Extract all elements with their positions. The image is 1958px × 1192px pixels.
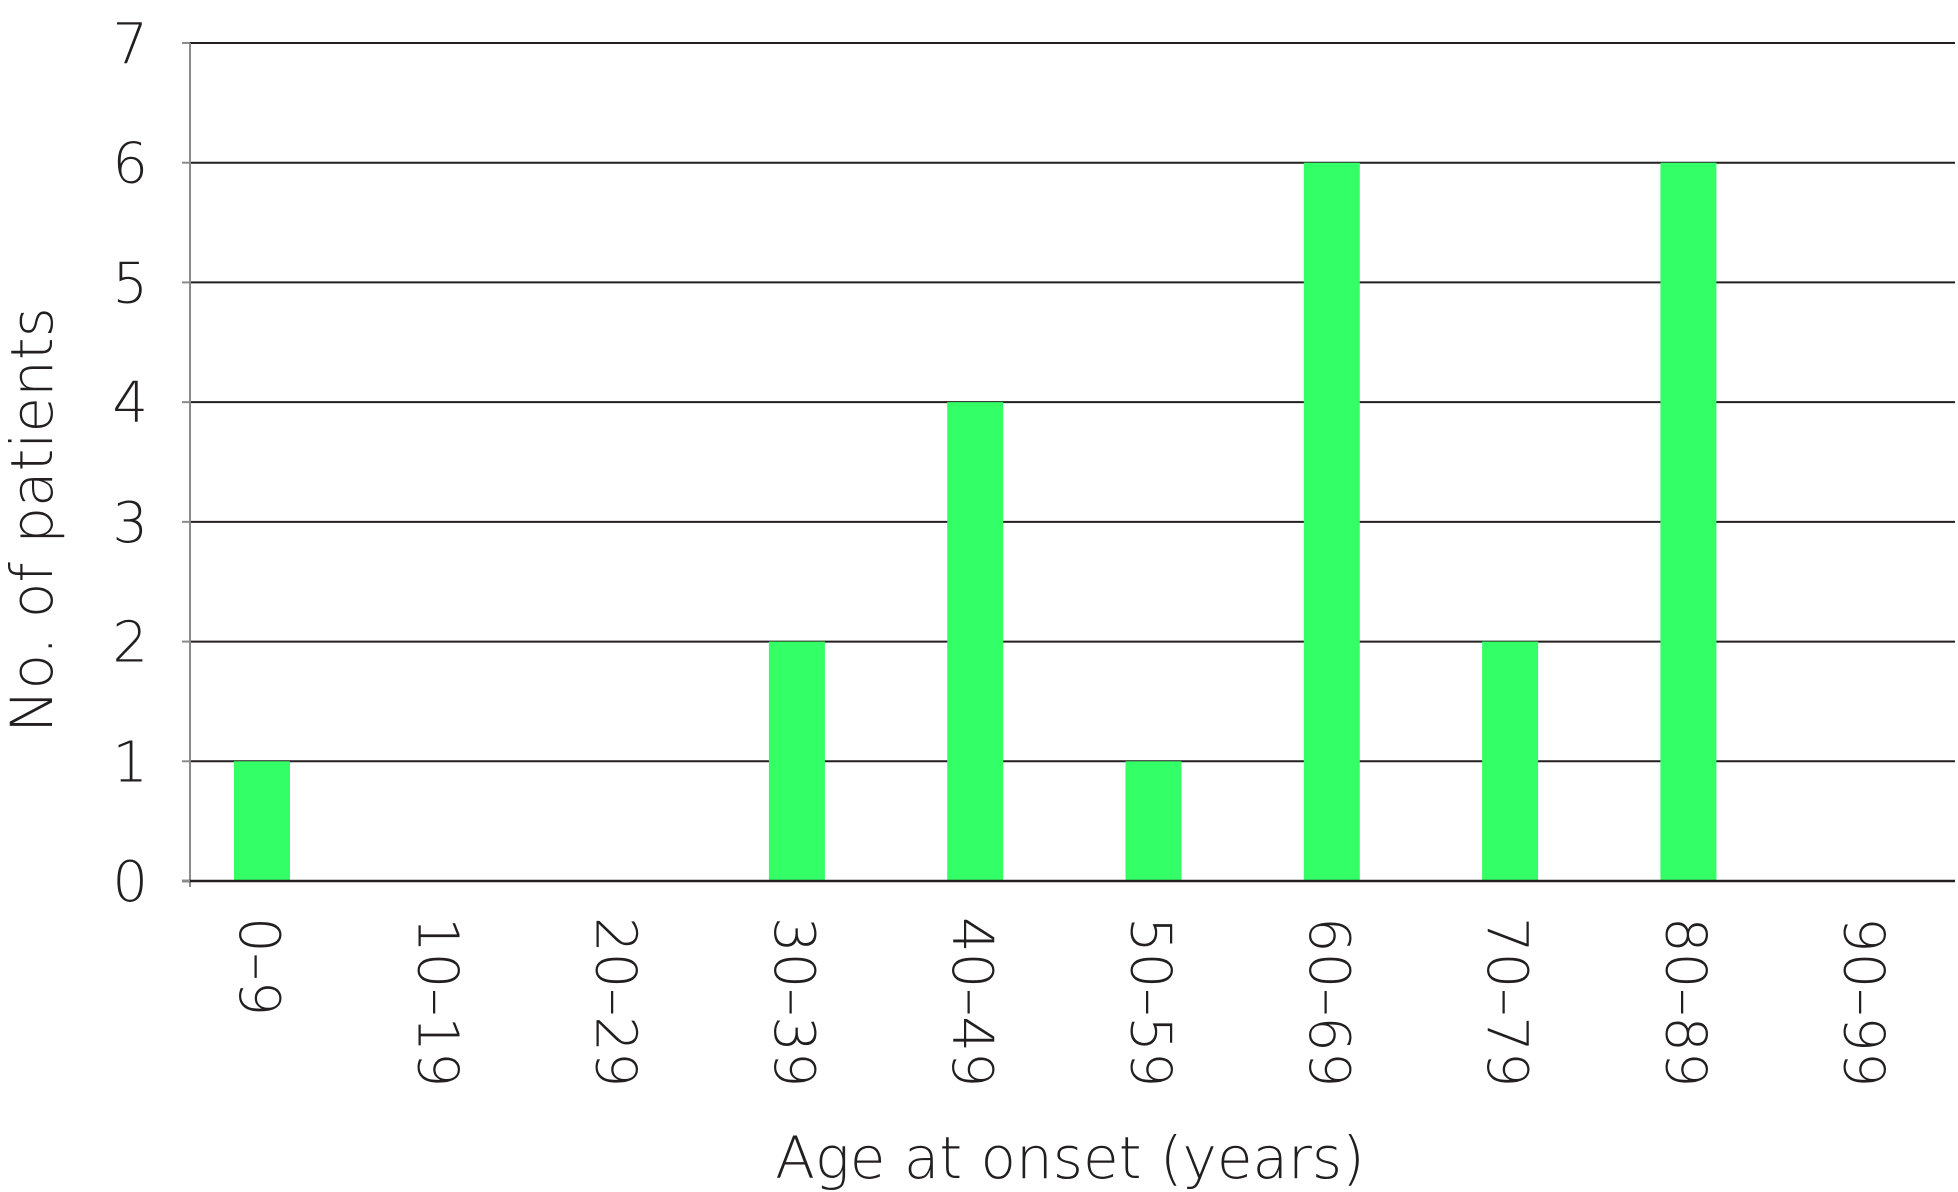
x-tick-label-30–39: 30–39 [761, 917, 826, 1088]
x-tick-label-50–59: 50–59 [1118, 917, 1183, 1088]
y-axis-title: No. of patients [0, 307, 66, 733]
x-tick-label-40–49: 40–49 [939, 917, 1004, 1088]
bar-0–9 [234, 761, 290, 881]
x-tick-label-90–99: 90–99 [1831, 917, 1896, 1088]
axes [182, 43, 1955, 887]
x-tick-labels: 0–9 10–19 20–29 30–39 40–49 50–59 60–69 70–79 80… [226, 917, 1896, 1088]
y-tick-label-1: 1 [112, 730, 148, 795]
y-tick-label-4: 4 [112, 371, 148, 436]
y-tick-label-7: 7 [112, 12, 148, 77]
y-tick-labels: 0 1 2 3 4 5 6 7 [112, 12, 190, 915]
y-tick-label-6: 6 [112, 132, 148, 197]
gridlines [190, 42, 1955, 763]
y-tick-label-5: 5 [112, 251, 148, 316]
x-axis-title: Age at onset (years) [775, 1124, 1365, 1192]
bar-60–69 [1303, 162, 1360, 881]
bars [234, 162, 1717, 881]
x-tick-label-0–9: 0–9 [226, 917, 291, 1016]
bar-50–59 [1125, 761, 1182, 881]
x-tick-label-70–79: 70–79 [1474, 917, 1539, 1088]
y-tick-label-0: 0 [112, 850, 148, 915]
x-tick-label-10–19: 10–19 [404, 917, 469, 1088]
bar-30–39 [768, 641, 825, 881]
bar-70–79 [1482, 641, 1539, 881]
x-tick-label-20–29: 20–29 [583, 917, 648, 1088]
bar-40–49 [947, 402, 1004, 881]
bar-80–89 [1660, 162, 1717, 881]
y-tick-label-2: 2 [112, 611, 148, 676]
x-tick-label-60–69: 60–69 [1296, 917, 1361, 1088]
x-tick-label-80–89: 80–89 [1652, 917, 1717, 1088]
y-tick-label-3: 3 [112, 491, 148, 556]
